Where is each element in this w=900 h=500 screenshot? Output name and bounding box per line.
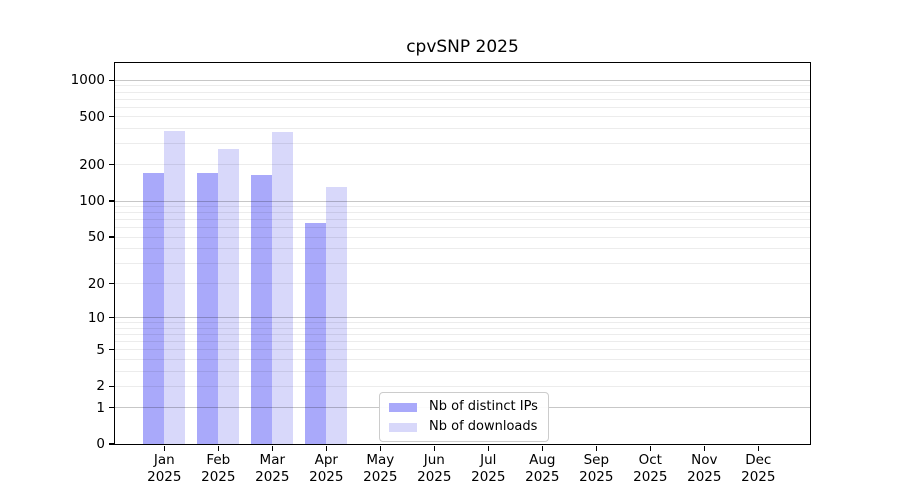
minor-gridline-30 [115,262,810,264]
x-tick-label-feb: Feb 2025 [201,452,236,485]
x-tick-label-jan: Jan 2025 [147,452,182,485]
y-tick-mark-10 [109,317,114,319]
x-tick-mark-dec [757,445,759,451]
minor-gridline-50 [115,236,810,238]
bar-distinct-ips-mar [251,174,273,444]
x-tick-label-jul: Jul 2025 [471,452,506,485]
bar-distinct-ips-feb [197,173,219,444]
y-tick-mark-200 [109,164,114,166]
y-tick-label-5: 5 [96,341,105,358]
x-tick-mark-apr [325,445,327,451]
legend-row-downloads: Nb of downloads [389,419,538,435]
x-tick-label-jun: Jun 2025 [417,452,452,485]
bar-distinct-ips-jan [143,173,165,444]
x-tick-label-mar: Mar 2025 [255,452,290,485]
minor-gridline-40 [115,247,810,249]
y-tick-label-100: 100 [79,193,105,210]
y-tick-label-1000: 1000 [70,72,105,89]
x-tick-label-dec: Dec 2025 [741,452,776,485]
minor-gridline-9 [115,322,810,324]
minor-gridline-20 [115,283,810,285]
legend-row-distinct-ips: Nb of distinct IPs [389,399,538,415]
major-gridline-10 [115,317,810,319]
bar-downloads-jan [164,131,186,444]
bar-downloads-apr [326,187,348,444]
y-tick-label-2: 2 [96,378,105,395]
y-tick-label-1: 1 [96,399,105,416]
y-tick-mark-2 [109,385,114,387]
y-tick-label-20: 20 [87,275,105,292]
minor-gridline-8 [115,327,810,329]
minor-gridline-800 [115,91,810,93]
minor-gridline-200 [115,164,810,166]
x-tick-mark-aug [541,445,543,451]
x-tick-mark-jul [487,445,489,451]
plot-frame [113,61,811,445]
y-tick-label-10: 10 [87,309,105,326]
x-tick-mark-jun [433,445,435,451]
x-tick-label-may: May 2025 [363,452,398,485]
x-tick-mark-may [379,445,381,451]
y-tick-mark-1000 [109,79,114,81]
minor-gridline-3 [115,370,810,372]
x-tick-mark-feb [217,445,219,451]
minor-gridline-700 [115,98,810,100]
minor-gridline-300 [115,143,810,145]
y-tick-label-50: 50 [87,229,105,245]
major-gridline-100 [115,200,810,202]
legend-swatch-downloads [389,422,417,432]
plot-area [115,63,810,444]
minor-gridline-6 [115,341,810,343]
y-tick-mark-1 [109,406,114,409]
y-tick-mark-0 [109,443,114,445]
legend-label-downloads: Nb of downloads [429,419,538,434]
bar-downloads-mar [272,131,294,444]
bar-downloads-feb [218,149,240,444]
minor-gridline-500 [115,116,810,118]
x-tick-label-oct: Oct 2025 [633,452,668,485]
y-tick-mark-500 [109,116,114,118]
minor-gridline-900 [115,85,810,87]
legend: Nb of distinct IPs Nb of downloads [379,392,549,442]
minor-gridline-70 [115,219,810,221]
minor-gridline-7 [115,334,810,336]
minor-gridline-2 [115,385,810,387]
y-tick-mark-100 [109,200,114,202]
y-tick-label-200: 200 [79,156,105,173]
minor-gridline-80 [115,212,810,214]
x-tick-mark-mar [271,445,273,451]
x-tick-mark-oct [649,445,651,451]
x-tick-mark-nov [703,445,705,451]
x-tick-label-apr: Apr 2025 [309,452,344,485]
y-tick-label-500: 500 [79,108,105,125]
minor-gridline-90 [115,206,810,208]
minor-gridline-60 [115,227,810,229]
x-tick-label-sep: Sep 2025 [579,452,614,485]
legend-swatch-distinct-ips [389,402,417,412]
y-tick-mark-5 [109,349,114,351]
minor-gridline-400 [115,127,810,129]
minor-gridline-5 [115,349,810,351]
y-tick-label-0: 0 [96,436,105,452]
legend-label-distinct-ips: Nb of distinct IPs [429,399,538,414]
bar-distinct-ips-apr [305,223,327,444]
chart-title: cpvSNP 2025 [406,37,519,57]
y-tick-mark-20 [109,283,114,285]
major-gridline-1000 [115,79,810,81]
x-tick-label-nov: Nov 2025 [687,452,722,485]
x-tick-mark-sep [595,445,597,451]
minor-gridline-600 [115,106,810,108]
minor-gridline-4 [115,358,810,360]
x-tick-mark-jan [163,445,165,451]
y-tick-mark-50 [109,236,114,238]
x-tick-label-aug: Aug 2025 [525,452,560,485]
